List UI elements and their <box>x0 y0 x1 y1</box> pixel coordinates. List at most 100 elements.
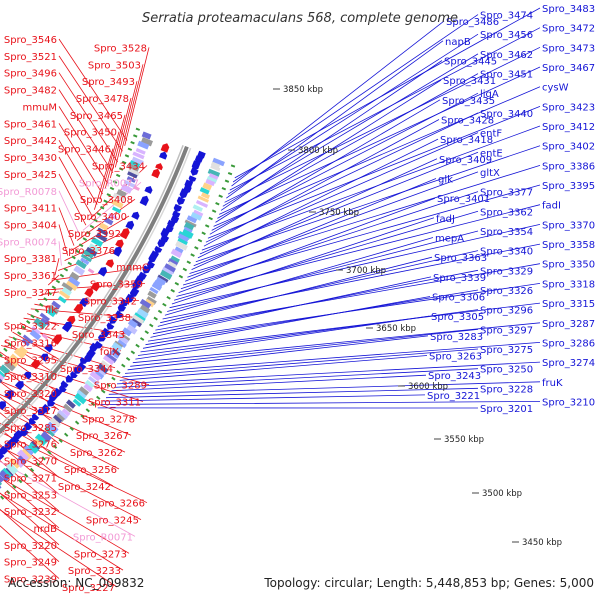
cog-bar-inner <box>126 176 136 183</box>
cog-bar-outer <box>131 318 142 328</box>
gene-label-left: Spro_3322 <box>4 322 57 333</box>
gene-label-right: Spro_3228 <box>480 384 533 395</box>
forward-gene-arrow <box>65 374 74 383</box>
position-tick <box>34 308 40 313</box>
cog-bar-outer <box>9 457 20 469</box>
leader-line-left <box>114 81 138 168</box>
cog-bar-outer <box>74 392 87 405</box>
forward-gene-arrow <box>60 380 69 388</box>
cog-bar-outer <box>177 237 188 246</box>
gene-label-left: Spro_3289 <box>94 381 147 392</box>
gene-label-left: Spro_3276 <box>4 440 57 451</box>
cog-bar-outer <box>23 444 34 456</box>
cog-bar-outer <box>76 389 87 399</box>
cog-bar-outer <box>116 339 127 349</box>
leader-line-right <box>232 14 479 183</box>
cog-bar-outer <box>72 398 82 407</box>
cog-bar-inner <box>127 163 140 173</box>
cog-bar-inner <box>82 249 94 259</box>
cog-bar-outer <box>183 221 195 232</box>
cog-bar-outer <box>65 399 76 409</box>
cog-bar-outer <box>151 282 162 291</box>
gene-label-left: Spro_R0078 <box>0 187 57 198</box>
forward-gene-arrow <box>31 413 40 421</box>
reverse-gene-arrow <box>52 334 63 345</box>
gene-label-left: Spro_3465 <box>70 111 123 122</box>
gene-label-right: Spro_3370 <box>542 220 595 231</box>
position-tick <box>6 490 11 495</box>
gene-label-left: Spro_3376 <box>62 246 115 257</box>
gene-label-right: Spro_3428 <box>441 115 494 126</box>
position-tick <box>67 261 73 266</box>
leader-line-right <box>169 224 541 309</box>
forward-gene-arrow <box>84 354 93 362</box>
leader-line-right <box>222 53 479 207</box>
forward-gene-arrow <box>48 391 59 401</box>
position-tick <box>190 253 195 257</box>
position-tick <box>211 209 217 213</box>
forward-gene-arrow <box>13 429 24 440</box>
cog-bar-outer <box>53 414 63 424</box>
reverse-gene-arrow <box>61 321 73 333</box>
gene-label-right: Spro_3326 <box>480 286 533 297</box>
leader-line-left <box>0 525 60 579</box>
position-tick <box>96 395 101 400</box>
forward-gene-arrow <box>132 279 142 290</box>
leader-line-left <box>0 509 118 588</box>
reverse-gene-arrow <box>160 143 170 153</box>
label-leader-lines <box>0 7 541 588</box>
reverse-gene-arrow <box>30 360 40 370</box>
forward-gene-arrow <box>142 265 151 274</box>
gene-label-left: Spro_3528 <box>94 43 147 54</box>
cog-bar-inner <box>61 282 73 292</box>
cog-bar-inner <box>73 265 86 276</box>
gene-label-left: Spro_3320 <box>4 389 57 400</box>
position-tick <box>135 127 141 131</box>
cog-bar-outer <box>161 266 174 277</box>
leader-line-right <box>207 106 541 239</box>
gene-label-left: Spro_3404 <box>4 220 57 231</box>
cog-bar-outer <box>149 286 159 295</box>
gene-label-left: Spro_3285 <box>4 423 57 434</box>
leader-line-left <box>0 412 60 461</box>
gene-label-left: Spro_3546 <box>4 35 57 46</box>
forward-gene-arrow <box>47 398 56 407</box>
gene-label-right: Spro_3402 <box>542 142 595 153</box>
gene-labels: Spro_3546 Spro_3528 Spro_3521 Spro_3503 Spro… <box>0 4 595 594</box>
gene-label-left: Spro_3311 <box>88 398 141 409</box>
position-tick <box>197 238 203 243</box>
gene-label-left: Spro_3338 <box>78 313 131 324</box>
forward-gene-arrow <box>79 357 88 364</box>
cog-bar-outer <box>109 350 120 359</box>
leader-line-right <box>145 289 479 346</box>
position-tick <box>85 408 90 413</box>
leader-line-right <box>119 355 428 381</box>
gene-label-left: Spro_3233 <box>68 566 121 577</box>
forward-gene-arrow <box>154 245 163 254</box>
leader-line-right <box>103 394 426 402</box>
kbp-label: 3850 kbp <box>283 85 323 95</box>
leader-line-left <box>12 331 60 360</box>
position-tick <box>124 154 130 158</box>
gene-label-right: gltX <box>480 168 500 179</box>
leader-line-right <box>122 348 479 378</box>
leader-line-right <box>108 381 541 395</box>
gene-label-left: Spro_3434 <box>92 161 145 172</box>
leader-line-right <box>234 7 541 179</box>
gene-label-right: Spro_3456 <box>480 30 533 41</box>
cog-bar-inner <box>120 184 133 194</box>
cog-bar-outer <box>139 304 151 315</box>
gene-label-right: Spro_3318 <box>542 279 595 290</box>
leader-line-right <box>191 158 438 270</box>
accession-text: Accession: NC_009832 <box>8 576 144 590</box>
cog-bar-outer <box>177 233 190 243</box>
leader-line-right <box>132 322 541 364</box>
position-tick <box>74 420 80 425</box>
position-tick <box>106 383 111 388</box>
gene-label-left: Spro_3270 <box>4 457 57 468</box>
forward-gene-arrow <box>120 298 129 307</box>
position-tick <box>17 331 22 336</box>
position-tick <box>78 243 84 248</box>
forward-gene-arrow <box>173 203 183 213</box>
gene-label-right: glk <box>438 174 453 185</box>
